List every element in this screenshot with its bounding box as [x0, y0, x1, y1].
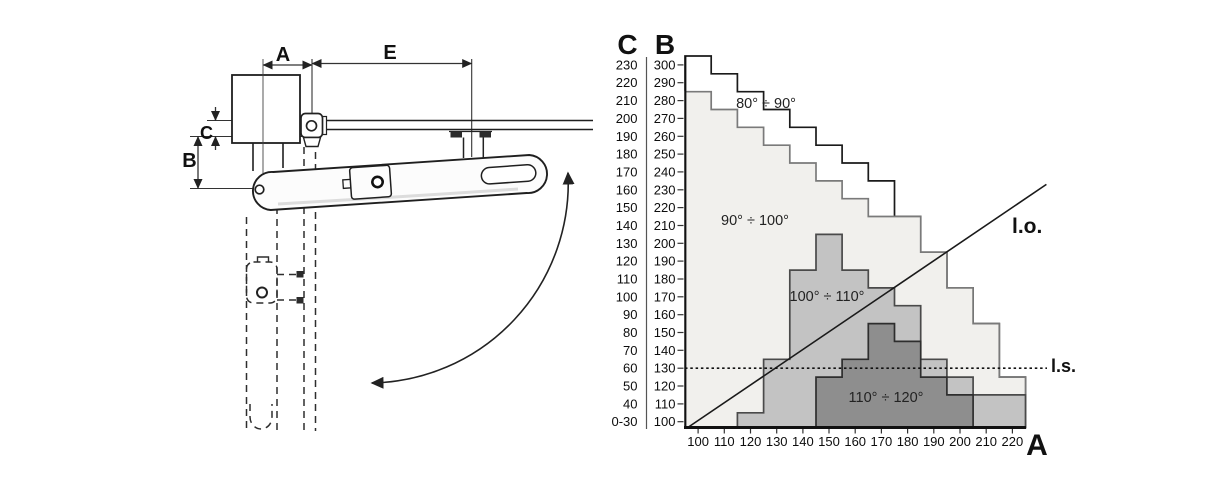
c-tick-label: 40	[623, 396, 637, 411]
dim-b-label: B	[182, 150, 196, 172]
chart-axes	[645, 56, 1026, 429]
region-label-90-100: 90° ÷ 100°	[721, 213, 789, 229]
pillar	[231, 74, 301, 144]
b-tick-label: 210	[654, 218, 676, 233]
region-label-100-110: 100° ÷ 110°	[790, 289, 865, 305]
c-tick-label: 110	[617, 272, 638, 287]
b-tick-label: 180	[654, 272, 676, 287]
front-pivot-icon	[305, 119, 318, 132]
chart-axis-labels: 300 230 290 220 280 210 270 200 260 190 250 180 240 1…	[611, 57, 1023, 449]
region-label-110-120: 110° ÷ 120°	[849, 390, 924, 406]
a-tick-label: 180	[897, 434, 919, 449]
b-tick-label: 200	[654, 236, 676, 251]
a-tick-label: 140	[792, 434, 814, 449]
region-90-100	[684, 90, 1027, 429]
open-arm-pivot	[256, 286, 268, 299]
a-tick-label: 190	[923, 434, 945, 449]
lo-line	[685, 183, 1047, 430]
a-tick-label: 110	[714, 434, 735, 449]
chart-ticks	[677, 64, 1014, 434]
gate-bracket	[449, 130, 492, 161]
c-tick-label: 180	[616, 147, 638, 162]
c-tick-label: 80	[623, 325, 637, 340]
c-tick-label: 160	[616, 182, 638, 197]
release-lock-icon	[371, 175, 385, 189]
a-tick-label: 100	[687, 434, 709, 449]
swing-arc-arrow	[370, 171, 575, 389]
b-tick-label: 110	[655, 396, 676, 411]
a-tick-label: 200	[949, 434, 971, 449]
b-tick-label: 120	[654, 379, 676, 394]
region-label-80-90: 80° ÷ 90°	[736, 96, 796, 112]
front-hinge	[300, 112, 328, 148]
operator-arm	[252, 154, 548, 211]
a-tick-label: 120	[740, 434, 762, 449]
b-tick-label: 280	[654, 93, 676, 108]
c-tick-label: 140	[616, 218, 638, 233]
c-tick-label: 210	[616, 93, 638, 108]
arm-shading	[277, 187, 519, 206]
b-tick-label: 290	[654, 75, 676, 90]
c-tick-label: 100	[616, 289, 638, 304]
c-tick-label: 50	[623, 379, 637, 394]
open-arm-notch	[256, 256, 270, 262]
installation-chart: 300 230 290 220 280 210 270 200 260 190 250 180 240 1…	[611, 29, 1076, 462]
region-110-120	[815, 322, 974, 429]
c-tick-label: 230	[616, 57, 638, 72]
c-tick-label: 220	[616, 75, 638, 90]
c-tick-label: 60	[623, 361, 637, 376]
b-tick-label: 150	[654, 325, 676, 340]
c-tick-label: 150	[616, 200, 638, 215]
c-tick-label: 70	[623, 343, 637, 358]
b-tick-label: 230	[654, 182, 676, 197]
gate-leaf	[320, 119, 593, 131]
b-tick-label: 270	[654, 111, 676, 126]
c-tick-label: 170	[616, 164, 638, 179]
b-axis-header: B	[655, 29, 675, 60]
open-bracket-feet	[296, 271, 304, 304]
installation-diagram: A E C B	[182, 42, 593, 431]
chart-lines	[685, 183, 1047, 430]
a-tick-label: 160	[844, 434, 866, 449]
c-tick-label: 200	[616, 111, 638, 126]
c-axis-header: C	[617, 29, 637, 60]
open-arm-endcap	[249, 404, 273, 430]
c-tick-label: 120	[616, 254, 638, 269]
dim-e-label: E	[383, 42, 396, 64]
a-tick-label: 220	[1002, 434, 1024, 449]
b-tick-label: 190	[654, 254, 676, 269]
b-tick-label: 240	[654, 164, 676, 179]
b-tick-label: 130	[654, 361, 676, 376]
dim-a-label: A	[276, 44, 290, 66]
a-tick-label: 150	[818, 434, 840, 449]
b-tick-label: 170	[654, 289, 676, 304]
b-tick-label: 300	[654, 57, 676, 72]
b-tick-label: 260	[654, 129, 676, 144]
c-tick-label: 190	[616, 129, 638, 144]
a-tick-label: 210	[975, 434, 997, 449]
b-tick-label: 220	[654, 200, 676, 215]
ls-line-label: l.s.	[1051, 356, 1076, 376]
b-tick-label: 250	[654, 147, 676, 162]
dim-c-label: C	[200, 123, 213, 143]
b-tick-label: 100	[654, 414, 676, 429]
chart-regions	[684, 55, 1027, 429]
c-tick-label: 0-30	[611, 414, 637, 429]
arm-slot	[480, 164, 537, 185]
a-tick-label: 130	[766, 434, 788, 449]
b-tick-label: 160	[654, 307, 676, 322]
rear-pivot-icon	[254, 184, 265, 195]
release-panel	[348, 164, 393, 200]
lo-line-label: l.o.	[1012, 215, 1042, 238]
a-tick-label: 170	[871, 434, 893, 449]
a-axis-header: A	[1026, 429, 1048, 462]
c-tick-label: 90	[623, 307, 637, 322]
open-arm-body	[245, 261, 278, 304]
c-tick-label: 130	[616, 236, 638, 251]
pillar-stem	[252, 143, 284, 171]
b-tick-label: 140	[654, 343, 676, 358]
arm-body	[252, 154, 548, 211]
